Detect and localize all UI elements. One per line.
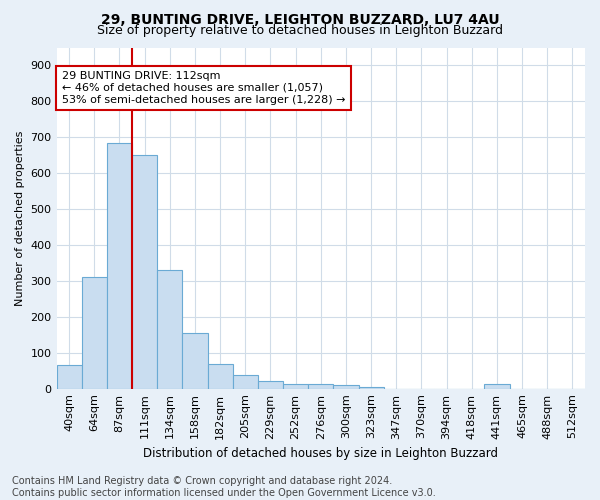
Bar — [82, 278, 107, 388]
Bar — [107, 142, 132, 388]
Y-axis label: Number of detached properties: Number of detached properties — [15, 130, 25, 306]
Text: 29, BUNTING DRIVE, LEIGHTON BUZZARD, LU7 4AU: 29, BUNTING DRIVE, LEIGHTON BUZZARD, LU7… — [101, 12, 499, 26]
X-axis label: Distribution of detached houses by size in Leighton Buzzard: Distribution of detached houses by size … — [143, 447, 498, 460]
Text: 29 BUNTING DRIVE: 112sqm
← 46% of detached houses are smaller (1,057)
53% of sem: 29 BUNTING DRIVE: 112sqm ← 46% of detach… — [62, 72, 346, 104]
Bar — [359, 387, 383, 388]
Bar — [208, 364, 233, 388]
Bar — [334, 385, 359, 388]
Bar — [157, 270, 182, 388]
Bar — [132, 155, 157, 388]
Bar — [283, 384, 308, 388]
Text: Contains HM Land Registry data © Crown copyright and database right 2024.
Contai: Contains HM Land Registry data © Crown c… — [12, 476, 436, 498]
Bar — [258, 381, 283, 388]
Bar — [233, 376, 258, 388]
Bar — [56, 366, 82, 388]
Text: Size of property relative to detached houses in Leighton Buzzard: Size of property relative to detached ho… — [97, 24, 503, 37]
Bar — [308, 384, 334, 388]
Bar — [182, 333, 208, 388]
Bar — [484, 384, 509, 388]
